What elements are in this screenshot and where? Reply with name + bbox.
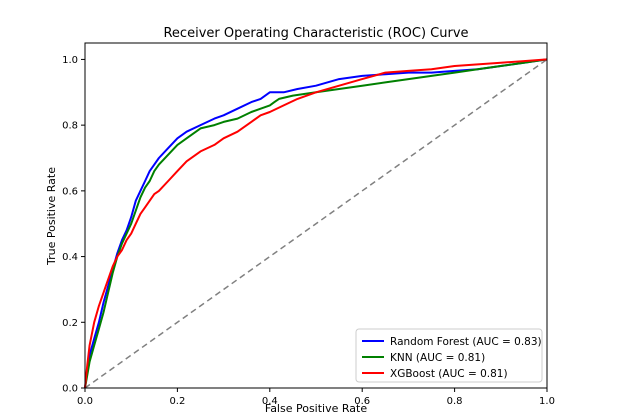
x-tick-label: 0.2 [169, 396, 185, 407]
legend-label-0: Random Forest (AUC = 0.83) [390, 336, 542, 348]
series-line-2 [84, 58, 548, 389]
x-tick-label: 0.0 [77, 396, 93, 407]
x-tick-label: 0.4 [262, 396, 278, 407]
legend: Random Forest (AUC = 0.83) KNN (AUC = 0.8… [355, 328, 543, 383]
y-tick-label: 0.6 [62, 186, 78, 197]
legend-label-2: XGBoost (AUC = 0.81) [390, 368, 508, 380]
y-axis-label: True Positive Rate [45, 167, 58, 266]
series-line-1 [84, 58, 548, 389]
x-axis-ticks: 0.0 0.2 0.4 0.6 0.8 1.0 [77, 388, 555, 407]
y-axis-ticks: 0.0 0.2 0.4 0.6 0.8 1.0 [62, 55, 85, 395]
y-tick-label: 1.0 [62, 55, 78, 66]
legend-box [355, 328, 543, 383]
y-tick-label: 0.0 [62, 384, 78, 395]
x-tick-label: 1.0 [539, 396, 555, 407]
legend-label-1: KNN (AUC = 0.81) [390, 352, 485, 364]
x-axis-label: False Positive Rate [265, 402, 367, 415]
series-layer [84, 58, 548, 389]
y-tick-label: 0.2 [62, 318, 78, 329]
plot-area [84, 42, 548, 389]
x-tick-label: 0.6 [354, 396, 370, 407]
plot-frame [84, 42, 548, 389]
series-line-0 [84, 58, 548, 389]
y-tick-label: 0.4 [62, 252, 78, 263]
y-tick-label: 0.8 [62, 121, 78, 132]
chart-title: Receiver Operating Characteristic (ROC) … [163, 26, 468, 41]
x-tick-label: 0.8 [447, 396, 463, 407]
reference-diagonal-line [84, 58, 548, 389]
